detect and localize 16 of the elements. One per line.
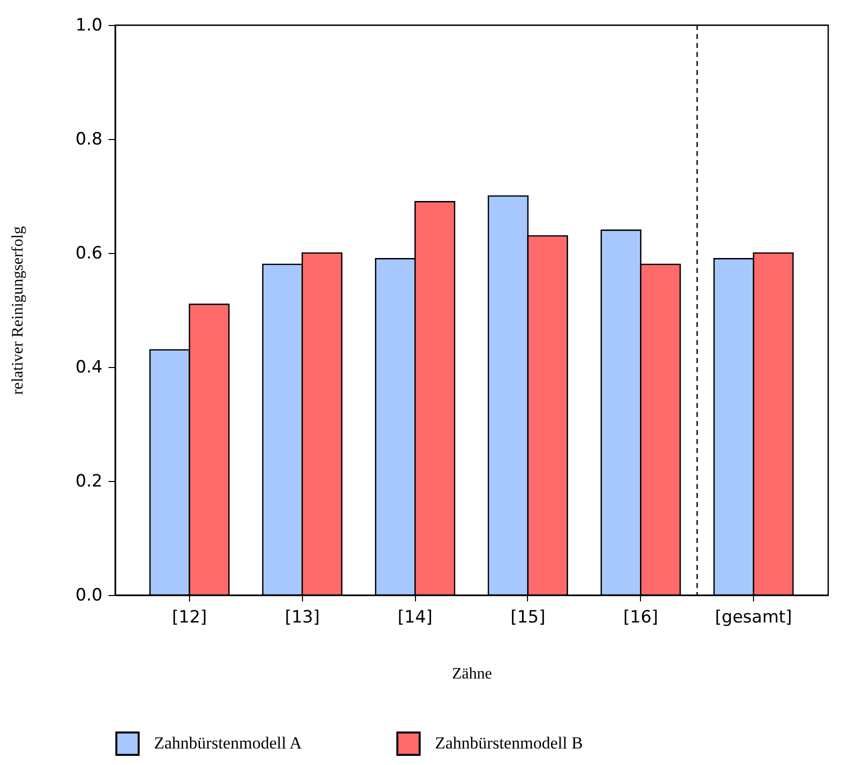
x-tick-label: [16] [623,608,658,628]
x-tick-label: [12] [172,608,207,628]
x-tick-label: [14] [398,608,433,628]
y-tick-label: 0.6 [75,244,102,264]
x-tick-label: [13] [284,608,320,628]
y-tick-label: 0.4 [75,358,102,378]
y-tick-label: 0.0 [75,586,102,606]
legend-label: Zahnbürstenmodell A [154,734,302,753]
y-tick-label: 1.0 [75,16,102,36]
x-tick-label: [gesamt] [715,608,792,628]
y-tick-label: 0.2 [75,472,102,492]
legend-label: Zahnbürstenmodell B [435,734,583,753]
y-tick-label: 0.8 [75,130,102,150]
y-axis-title: relativer Reinigungserfolg [9,226,26,395]
x-tick-label: [15] [510,608,546,628]
x-axis-title: Zähne [452,666,492,682]
